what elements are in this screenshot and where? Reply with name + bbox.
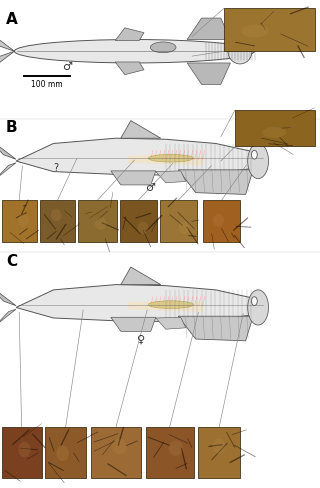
- Text: A: A: [6, 12, 18, 27]
- FancyBboxPatch shape: [2, 427, 42, 478]
- Ellipse shape: [248, 143, 268, 179]
- FancyBboxPatch shape: [78, 200, 117, 242]
- Ellipse shape: [148, 154, 193, 162]
- Ellipse shape: [112, 439, 127, 454]
- Text: C: C: [6, 254, 17, 269]
- Polygon shape: [16, 138, 266, 175]
- Polygon shape: [0, 309, 16, 325]
- Ellipse shape: [51, 209, 61, 221]
- Polygon shape: [178, 170, 253, 194]
- FancyBboxPatch shape: [160, 200, 197, 242]
- Ellipse shape: [148, 301, 193, 308]
- Polygon shape: [115, 28, 144, 41]
- Ellipse shape: [262, 127, 286, 138]
- Polygon shape: [0, 137, 16, 159]
- FancyBboxPatch shape: [40, 200, 75, 242]
- Polygon shape: [0, 283, 16, 305]
- Polygon shape: [115, 62, 144, 75]
- Polygon shape: [111, 317, 156, 331]
- Ellipse shape: [213, 439, 225, 454]
- Ellipse shape: [18, 214, 29, 227]
- Text: ♂: ♂: [145, 183, 156, 193]
- Polygon shape: [156, 317, 186, 329]
- Polygon shape: [0, 163, 16, 179]
- FancyBboxPatch shape: [45, 427, 86, 478]
- FancyBboxPatch shape: [120, 200, 157, 242]
- Text: ♂: ♂: [62, 62, 72, 72]
- FancyBboxPatch shape: [203, 200, 240, 242]
- FancyBboxPatch shape: [235, 110, 315, 146]
- Polygon shape: [121, 267, 161, 285]
- Ellipse shape: [57, 446, 69, 461]
- FancyBboxPatch shape: [2, 200, 37, 242]
- FancyBboxPatch shape: [91, 427, 141, 478]
- FancyBboxPatch shape: [198, 427, 240, 478]
- Ellipse shape: [252, 297, 257, 305]
- Polygon shape: [16, 285, 266, 322]
- Ellipse shape: [14, 40, 254, 63]
- Ellipse shape: [19, 442, 30, 457]
- Ellipse shape: [95, 218, 107, 230]
- Ellipse shape: [150, 42, 176, 53]
- Polygon shape: [187, 18, 230, 40]
- Polygon shape: [128, 155, 203, 165]
- Ellipse shape: [138, 222, 148, 234]
- Polygon shape: [156, 171, 186, 183]
- Polygon shape: [111, 171, 156, 185]
- Ellipse shape: [252, 150, 257, 159]
- Text: ?: ?: [53, 163, 59, 173]
- Ellipse shape: [169, 441, 183, 456]
- Polygon shape: [121, 121, 161, 138]
- Polygon shape: [187, 63, 230, 84]
- Polygon shape: [128, 301, 203, 312]
- Text: 100 mm: 100 mm: [31, 80, 63, 88]
- Ellipse shape: [248, 290, 268, 325]
- Ellipse shape: [228, 39, 252, 64]
- Polygon shape: [178, 316, 253, 341]
- Ellipse shape: [213, 214, 224, 226]
- FancyBboxPatch shape: [224, 8, 315, 51]
- FancyBboxPatch shape: [146, 427, 194, 478]
- Polygon shape: [0, 51, 14, 73]
- Ellipse shape: [241, 25, 268, 38]
- Polygon shape: [0, 29, 14, 51]
- Ellipse shape: [179, 222, 190, 234]
- Text: B: B: [6, 120, 17, 135]
- Text: ♀: ♀: [137, 334, 145, 344]
